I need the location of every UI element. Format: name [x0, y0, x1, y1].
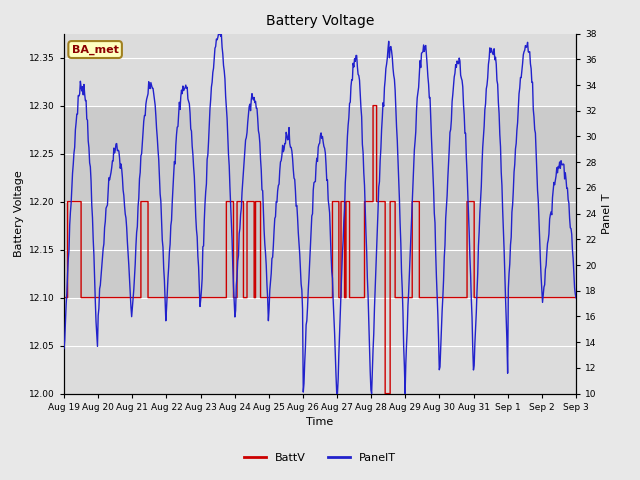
Bar	[64, 106, 576, 298]
Title: Battery Voltage: Battery Voltage	[266, 14, 374, 28]
Legend: BattV, PanelT: BattV, PanelT	[239, 448, 401, 467]
Y-axis label: Battery Voltage: Battery Voltage	[13, 170, 24, 257]
X-axis label: Time: Time	[307, 417, 333, 427]
Y-axis label: Panel T: Panel T	[602, 193, 612, 234]
Text: BA_met: BA_met	[72, 44, 118, 55]
